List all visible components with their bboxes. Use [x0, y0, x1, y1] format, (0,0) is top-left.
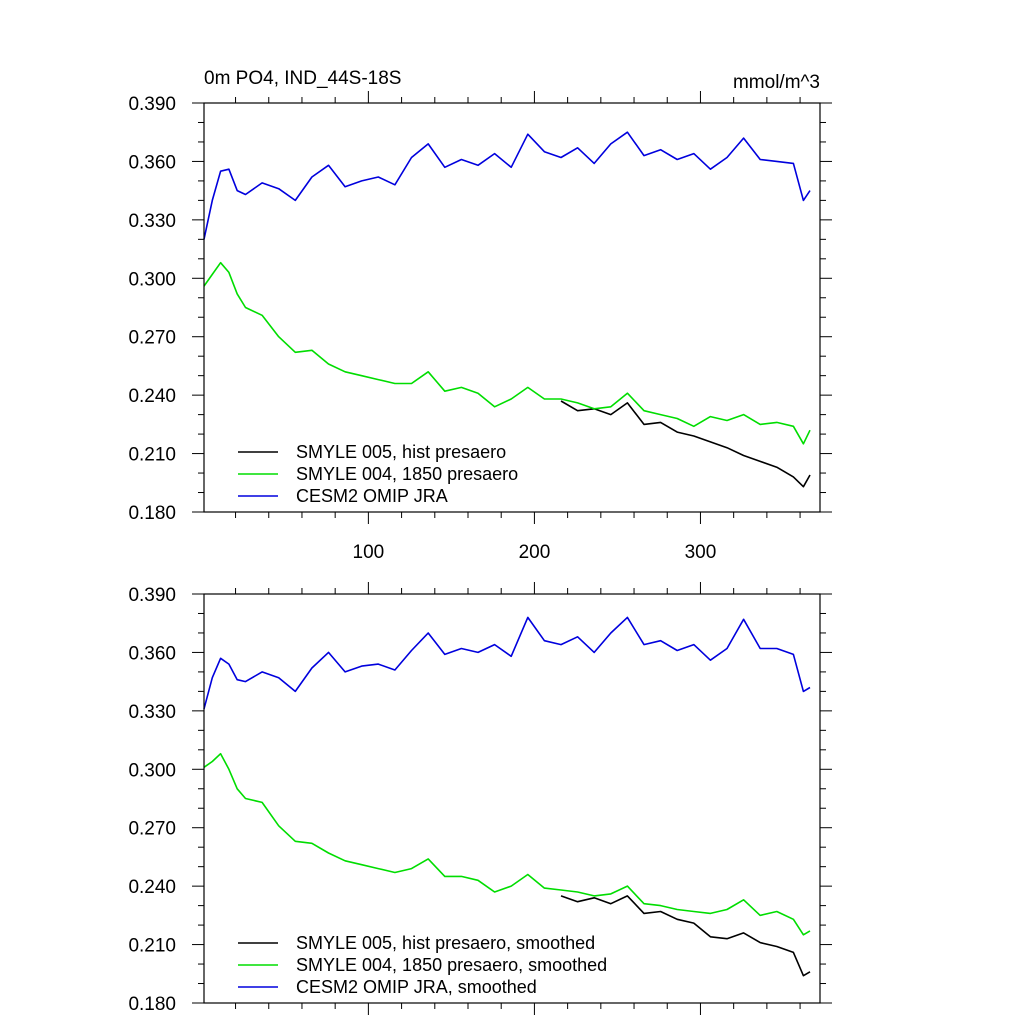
panel1-series-line-3: [203, 131, 811, 240]
panel2-y-tick-label: 0.330: [128, 702, 176, 723]
panel2-y-tick-label: 0.360: [128, 643, 176, 664]
panel2-series-line-2: [203, 752, 811, 936]
panel2-y-tick-label: 0.210: [128, 936, 176, 957]
panel1-y-tick-label: 0.390: [128, 94, 176, 115]
panel1-x-tick-label: 300: [685, 542, 717, 563]
panel1-legend-label-2: SMYLE 004, 1850 presaero: [296, 464, 518, 484]
panel1-y-tick-label: 0.210: [128, 445, 176, 466]
panel2-y-tick-label: 0.240: [128, 877, 176, 898]
panel1-legend-label-1: SMYLE 005, hist presaero: [296, 442, 506, 462]
panel1-y-tick-label: 0.180: [128, 503, 176, 524]
panel2-legend-label-1: SMYLE 005, hist presaero, smoothed: [296, 933, 595, 953]
panel1-y-tick-label: 0.330: [128, 211, 176, 232]
panel1-y-tick-label: 0.270: [128, 328, 176, 349]
bottom-panel: 0.180 0.210 0.240 0.270 0.300 0.330 0.360 0.390…: [128, 582, 832, 1015]
panel1-plot-frame: [203, 102, 821, 513]
panel1-y-tick-label: 0.300: [128, 269, 176, 290]
panel1-y-tick-label: 0.240: [128, 386, 176, 407]
panel1-series-line-2: [203, 261, 811, 445]
panel2-legend-label-3: CESM2 OMIP JRA, smoothed: [296, 977, 537, 997]
panel2-series-line-1: [560, 895, 811, 977]
panel1-y-tick-label: 0.360: [128, 152, 176, 173]
top-panel-units: mmol/m^3: [733, 72, 820, 93]
panel1-x-tick-label: 100: [353, 542, 385, 563]
top-panel-title: 0m PO4, IND_44S-18S: [204, 68, 401, 89]
top-panel: 0m PO4, IND_44S-18S mmol/m^3 0.180 0.210 0…: [128, 68, 832, 563]
panel2-y-tick-label: 0.270: [128, 819, 176, 840]
panel1-legend-label-3: CESM2 OMIP JRA: [296, 486, 448, 506]
panel2-y-tick-label: 0.300: [128, 760, 176, 781]
panel1-series-line-1: [560, 400, 811, 488]
panel2-plot-frame: [203, 593, 821, 1004]
panel2-series-line-3: [203, 616, 811, 710]
panel1-x-tick-label: 200: [519, 542, 551, 563]
panel2-y-tick-label: 0.180: [128, 994, 176, 1015]
panel2-legend-label-2: SMYLE 004, 1850 presaero, smoothed: [296, 955, 607, 975]
panel2-y-tick-label: 0.390: [128, 585, 176, 606]
